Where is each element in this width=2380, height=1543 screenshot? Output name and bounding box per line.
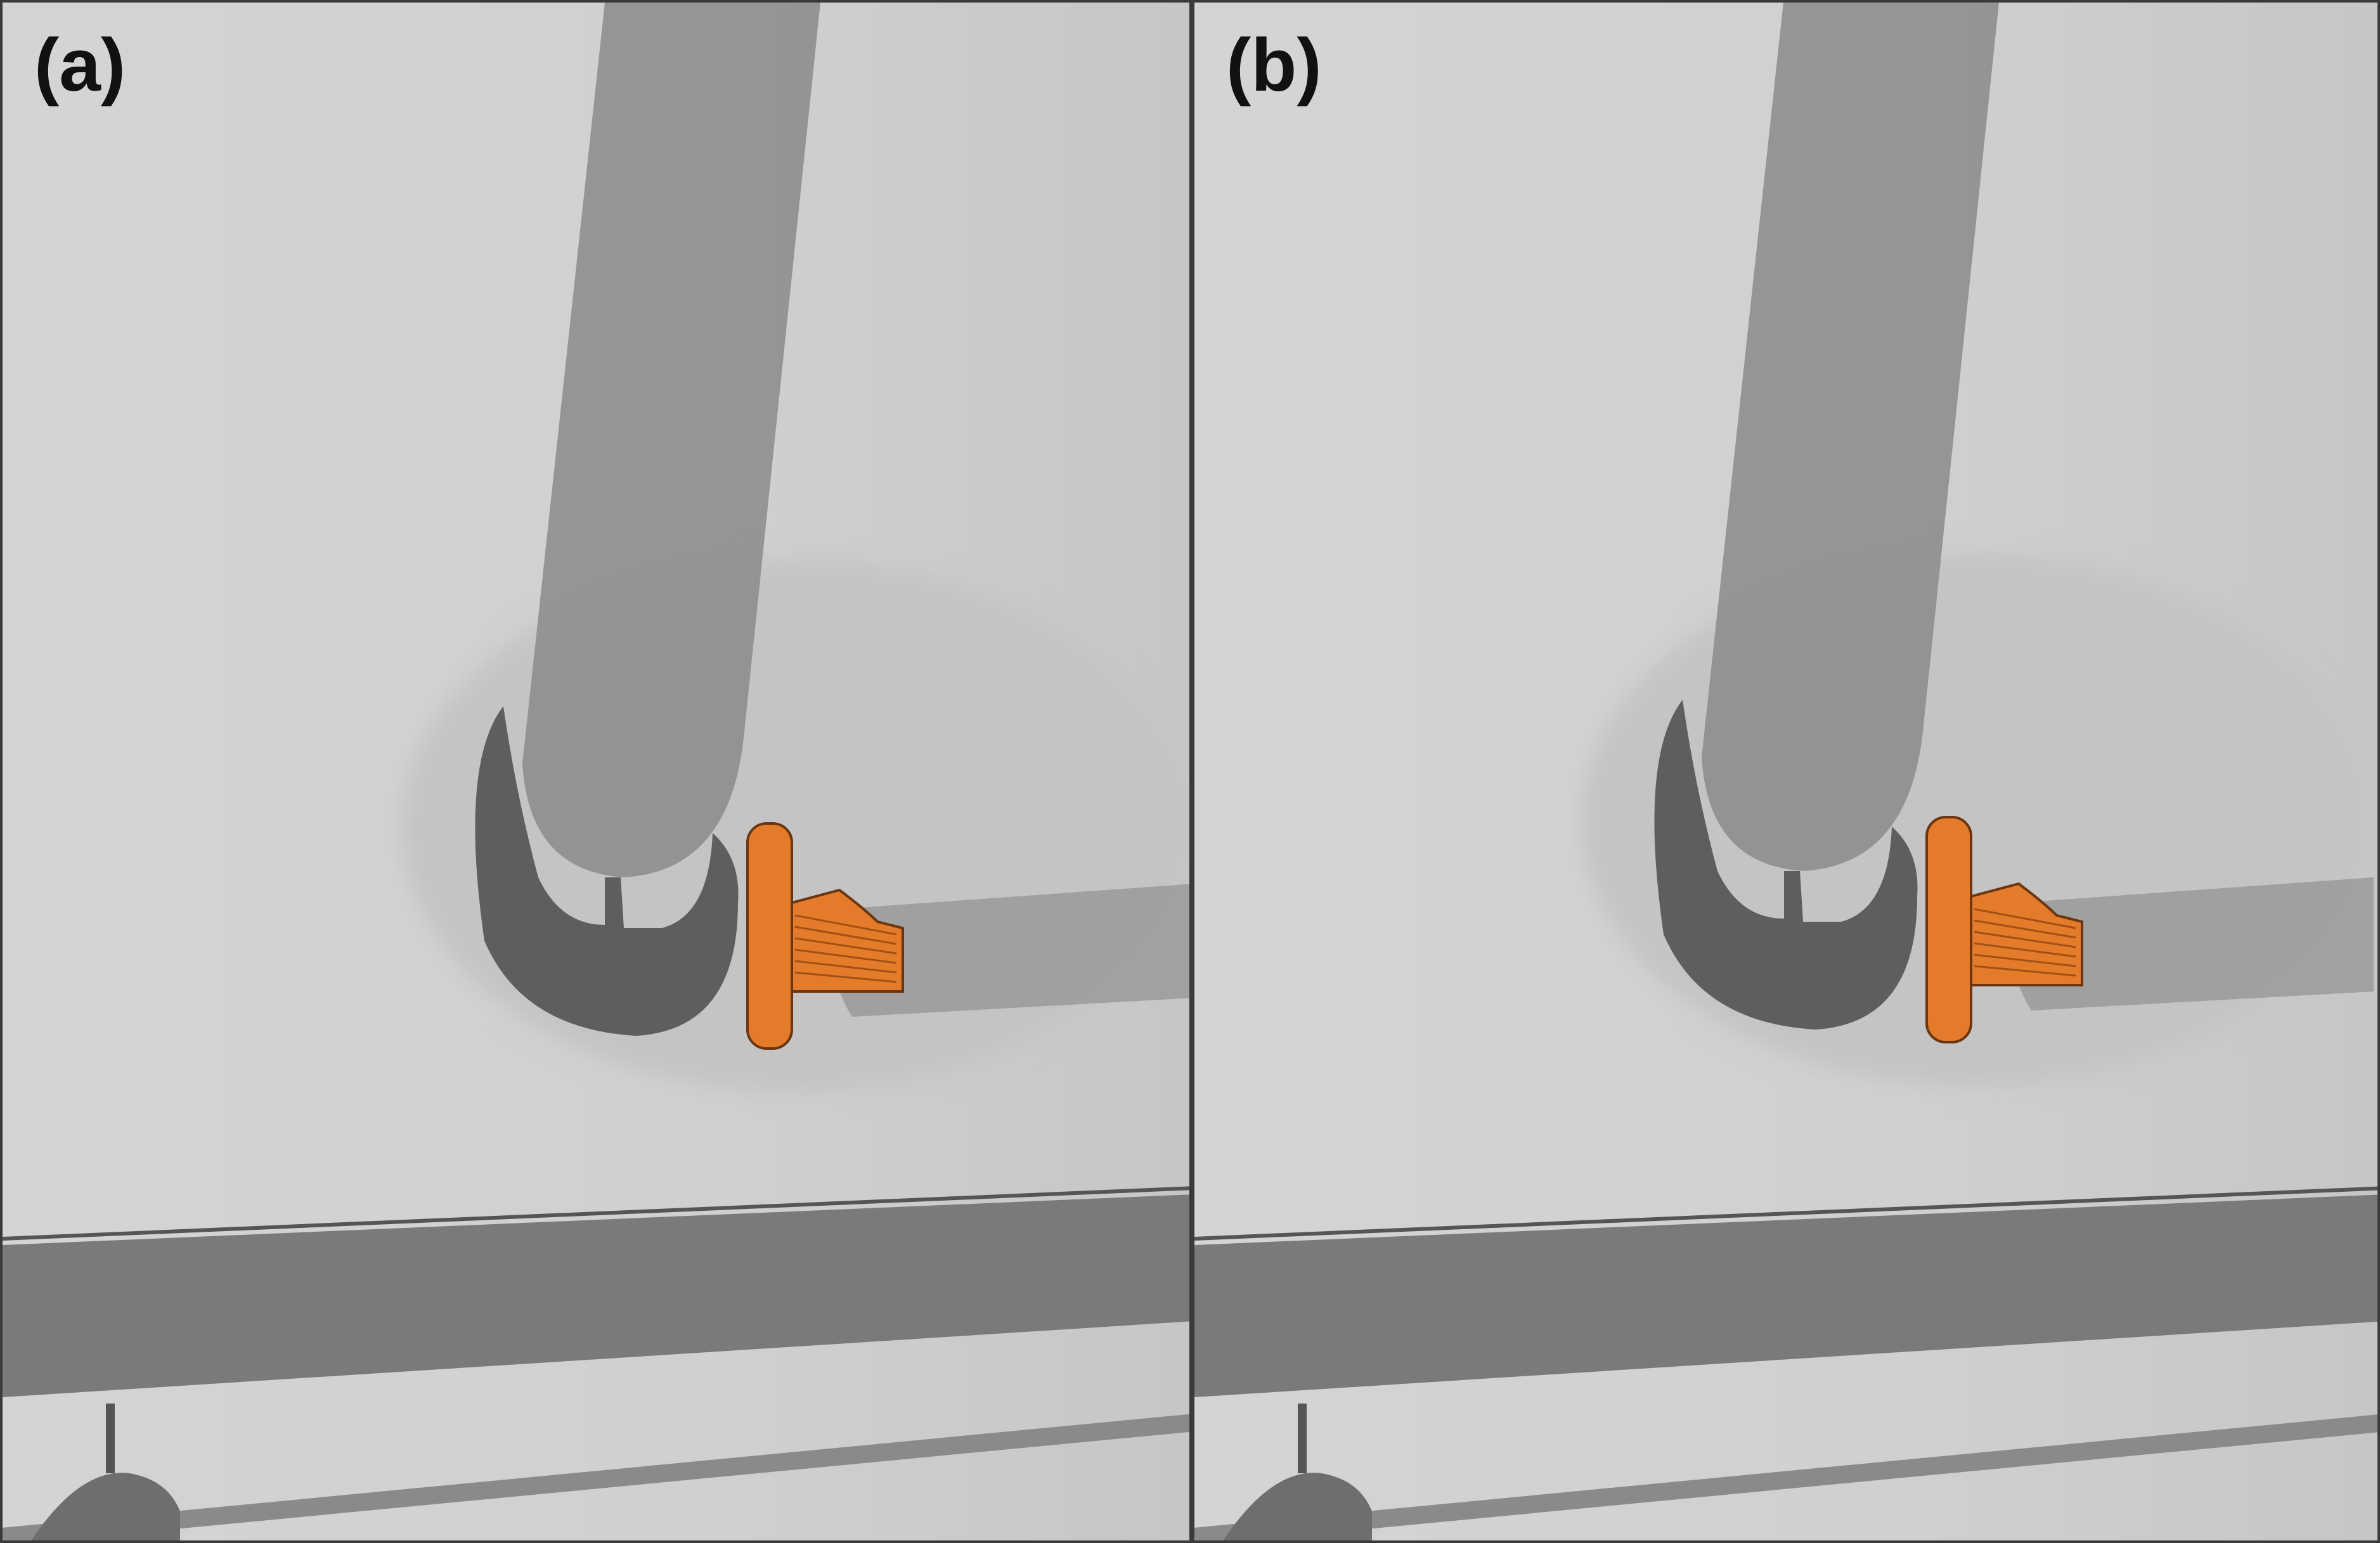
radiograph [3, 3, 1189, 1540]
tibia [832, 884, 1189, 1017]
lower-support-bar [3, 1194, 1189, 1397]
bottom-rail [3, 1414, 1189, 1540]
screw-base [31, 1473, 180, 1540]
panel-b: (b) [1192, 0, 2380, 1543]
bottom-rail [1194, 1414, 2377, 1540]
panel-label: (a) [34, 23, 126, 107]
tibia [2011, 877, 2374, 1010]
panel-a: (a) [0, 0, 1192, 1543]
lower-support-bar [1194, 1194, 2377, 1397]
panel-label: (b) [1226, 23, 1322, 107]
radiograph [1194, 3, 2377, 1540]
femoral-implant [1654, 700, 1918, 1030]
tibial-component-overlay [1925, 816, 2083, 1043]
tibial-component-overlay [746, 822, 904, 1050]
femur [1702, 3, 1999, 871]
femoral-implant [475, 706, 739, 1036]
screw-base [1223, 1473, 1372, 1540]
femur [522, 3, 820, 877]
